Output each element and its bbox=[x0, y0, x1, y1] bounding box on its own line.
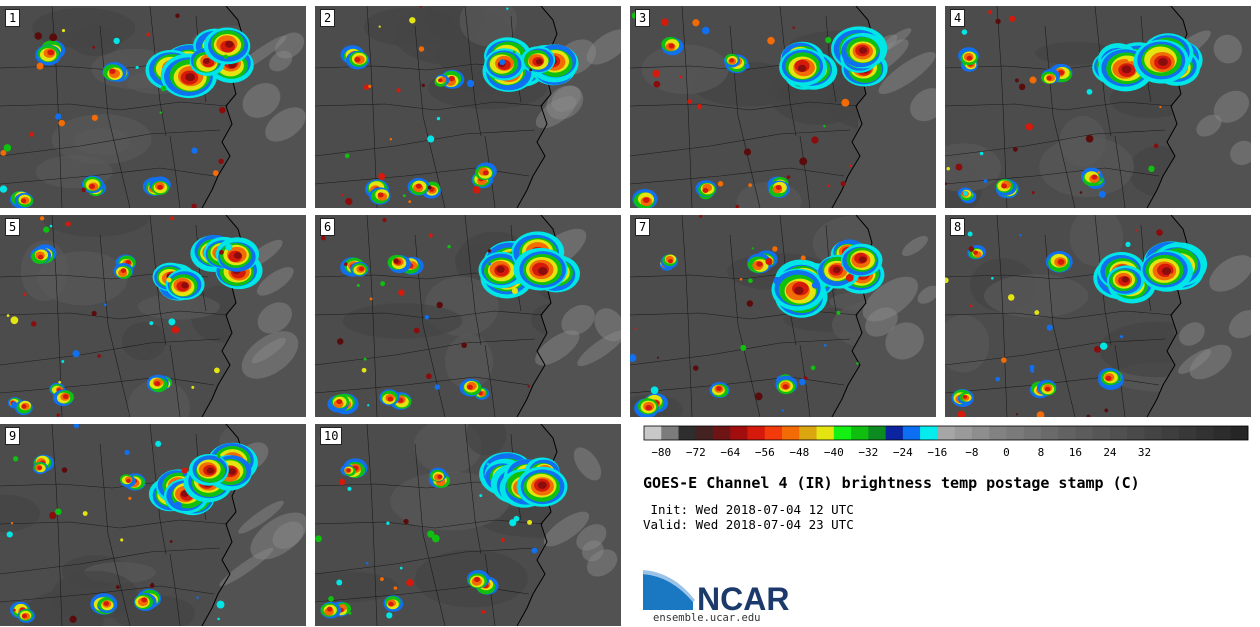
ir-map bbox=[315, 215, 621, 417]
colorbar-swatch bbox=[989, 426, 1007, 440]
colorbar-swatch bbox=[1109, 426, 1128, 440]
colorbar-tick-label: −64 bbox=[720, 446, 741, 459]
colorbar-swatch bbox=[747, 426, 766, 440]
colorbar-swatch bbox=[954, 426, 973, 440]
logo-swoosh-highlight bbox=[643, 570, 695, 602]
url-text: ensemble.ucar.edu bbox=[653, 612, 761, 624]
ir-map bbox=[315, 424, 621, 626]
colorbar-swatch bbox=[851, 426, 869, 440]
postage-stamp-panel-1: 1 bbox=[0, 6, 306, 208]
colorbar-swatch bbox=[1144, 426, 1163, 440]
panel-label: 5 bbox=[5, 218, 21, 236]
colorbar-swatch bbox=[920, 426, 938, 440]
colorbar-swatch bbox=[937, 426, 955, 440]
ncar-logo: NCAR bbox=[643, 570, 789, 612]
colorbar-frame bbox=[643, 425, 1249, 441]
postage-stamp-panel-10: 10 bbox=[315, 424, 621, 626]
postage-stamp-panel-7: 7 bbox=[630, 215, 936, 417]
colorbar-tick-label: −16 bbox=[927, 446, 948, 459]
panel-label: 9 bbox=[5, 427, 21, 445]
valid-time: Valid: Wed 2018-07-04 23 UTC bbox=[643, 517, 854, 532]
logo-text: NCAR bbox=[697, 581, 789, 612]
colorbar-tick-label: −80 bbox=[651, 446, 672, 459]
ir-map bbox=[0, 424, 306, 626]
colorbar-swatch bbox=[730, 426, 748, 440]
ir-map bbox=[630, 215, 936, 417]
panel-label: 8 bbox=[950, 218, 966, 236]
panel-label: 2 bbox=[320, 9, 336, 27]
colorbar-swatch bbox=[1213, 426, 1232, 440]
colorbar-swatch bbox=[695, 426, 714, 440]
colorbar-swatch bbox=[678, 426, 697, 440]
ir-map bbox=[0, 6, 306, 208]
colorbar-swatch bbox=[1230, 426, 1249, 440]
postage-stamp-panel-6: 6 bbox=[315, 215, 621, 417]
colorbar-tick-label: 16 bbox=[1068, 446, 1083, 459]
colorbar-swatch bbox=[644, 426, 662, 440]
colorbar-swatch bbox=[1127, 426, 1145, 440]
colorbar-tick-label: 0 bbox=[1003, 446, 1010, 459]
colorbar-swatch bbox=[902, 426, 921, 440]
postage-stamp-panel-2: 2 bbox=[315, 6, 621, 208]
ir-map bbox=[0, 215, 306, 417]
colorbar-tick-label: −56 bbox=[754, 446, 775, 459]
colorbar-tick-label: 32 bbox=[1137, 446, 1152, 459]
colorbar-tick-label: −48 bbox=[789, 446, 810, 459]
colorbar bbox=[643, 425, 1249, 441]
postage-stamp-panel-3: 3 bbox=[630, 6, 936, 208]
colorbar-swatch bbox=[1058, 426, 1076, 440]
colorbar-tick-label: 24 bbox=[1103, 446, 1117, 459]
colorbar-swatch bbox=[799, 426, 817, 440]
postage-stamp-panel-8: 8 bbox=[945, 215, 1251, 417]
colorbar-tick-label: −72 bbox=[685, 446, 706, 459]
figure-title: GOES-E Channel 4 (IR) brightness temp po… bbox=[643, 474, 1140, 492]
panel-label: 4 bbox=[950, 9, 966, 27]
postage-stamp-panel-5: 5 bbox=[0, 215, 306, 417]
colorbar-swatch bbox=[885, 426, 904, 440]
panel-label: 6 bbox=[320, 218, 336, 236]
colorbar-swatch bbox=[1075, 426, 1093, 440]
colorbar-swatch bbox=[782, 426, 800, 440]
colorbar-swatch bbox=[661, 426, 679, 440]
colorbar-swatch bbox=[764, 426, 783, 440]
ir-map bbox=[945, 215, 1251, 417]
ir-map bbox=[630, 6, 936, 208]
colorbar-swatch bbox=[1040, 426, 1059, 440]
colorbar-tick-label: −8 bbox=[965, 446, 979, 459]
colorbar-swatch bbox=[1178, 426, 1197, 440]
ir-map bbox=[945, 6, 1251, 208]
panel-label: 1 bbox=[5, 9, 21, 27]
colorbar-swatch bbox=[1092, 426, 1111, 440]
ir-map bbox=[315, 6, 621, 208]
colorbar-swatch bbox=[971, 426, 990, 440]
logo-swoosh bbox=[643, 574, 693, 610]
postage-stamp-panel-9: 9 bbox=[0, 424, 306, 626]
colorbar-tick-label: −32 bbox=[858, 446, 879, 459]
panel-label: 3 bbox=[635, 9, 651, 27]
colorbar-swatch bbox=[713, 426, 731, 440]
colorbar-tick-label: 8 bbox=[1037, 446, 1045, 459]
colorbar-swatch bbox=[1161, 426, 1180, 440]
colorbar-tick-label: −40 bbox=[823, 446, 844, 459]
colorbar-swatch bbox=[868, 426, 886, 440]
colorbar-tick-label: −24 bbox=[892, 446, 913, 459]
colorbar-swatch bbox=[833, 426, 852, 440]
init-time: Init: Wed 2018-07-04 12 UTC bbox=[643, 502, 854, 517]
colorbar-swatch bbox=[1196, 426, 1214, 440]
colorbar-swatch bbox=[1006, 426, 1024, 440]
postage-stamp-panel-4: 4 bbox=[945, 6, 1251, 208]
panel-label: 10 bbox=[320, 427, 343, 445]
colorbar-swatch bbox=[816, 426, 835, 440]
panel-label: 7 bbox=[635, 218, 651, 236]
colorbar-swatch bbox=[1023, 426, 1042, 440]
